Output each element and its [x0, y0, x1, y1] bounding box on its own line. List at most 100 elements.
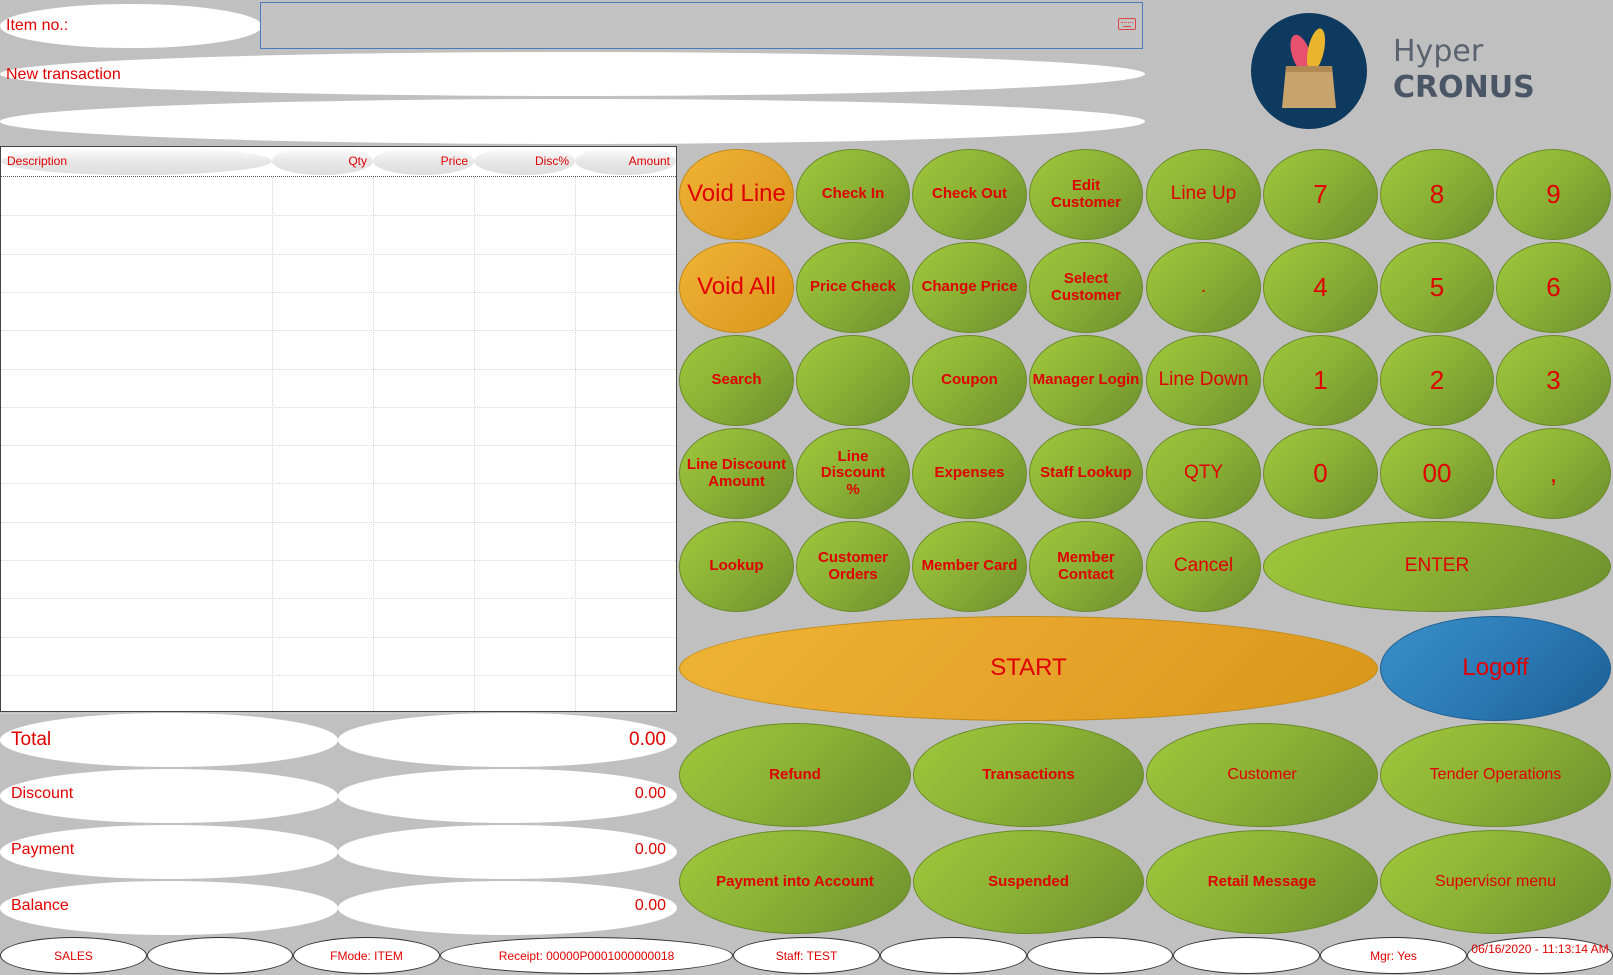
numpad-7-button[interactable]: 7 — [1263, 149, 1378, 240]
grid-row-line — [1, 445, 676, 447]
coupon-button[interactable]: Coupon — [912, 335, 1027, 426]
grid-row-line — [1, 215, 676, 217]
staff-lookup-button[interactable]: Staff Lookup — [1029, 428, 1143, 519]
customer-button[interactable]: Customer — [1146, 723, 1378, 827]
keyboard-icon[interactable] — [1118, 18, 1136, 30]
logo: Hyper CRONUS — [1250, 12, 1540, 132]
numpad-1-button[interactable]: 1 — [1263, 335, 1378, 426]
member-card-button[interactable]: Member Card — [912, 521, 1027, 612]
status-field-2 — [147, 937, 293, 974]
logoff-button[interactable]: Logoff — [1380, 616, 1611, 721]
grid-column-line — [474, 177, 475, 711]
transaction-grid[interactable]: Description Qty Price Disc% Amount — [0, 146, 677, 715]
numpad-comma-button[interactable]: , — [1496, 428, 1611, 519]
column-header-price[interactable]: Price — [373, 147, 474, 175]
balance-value-pill: 0.00 — [338, 881, 677, 935]
select-customer-button[interactable]: Select Customer — [1029, 242, 1143, 333]
check-in-button[interactable]: Check In — [796, 149, 910, 240]
status-receipt: Receipt: 00000P0001000000018 — [440, 937, 733, 974]
status-staff: Staff: TEST — [733, 937, 880, 974]
total-label: Total — [11, 729, 52, 750]
status-field-6 — [880, 937, 1027, 974]
discount-label-pill: Discount — [0, 769, 338, 823]
status-mode: SALES — [0, 937, 147, 974]
grid-row-line — [1, 406, 676, 408]
numpad-2-button[interactable]: 2 — [1380, 335, 1494, 426]
numpad-00-button[interactable]: 00 — [1380, 428, 1494, 519]
balance-label-pill: Balance — [0, 881, 338, 935]
logo-text-hyper: Hyper — [1393, 34, 1484, 69]
balance-value: 0.00 — [634, 897, 666, 914]
balance-label: Balance — [11, 897, 69, 914]
payment-label: Payment — [11, 841, 75, 858]
void-all-button[interactable]: Void All — [679, 242, 794, 333]
grid-row-line — [1, 521, 676, 523]
status-datetime: 06/16/2020 - 11:13:14 AM — [1467, 937, 1613, 974]
check-out-button[interactable]: Check Out — [912, 149, 1027, 240]
grid-row-line — [1, 330, 676, 332]
total-value: 0.00 — [629, 729, 666, 750]
item-no-label-pill: Item no.: — [0, 4, 262, 48]
supervisor-menu-button[interactable]: Supervisor menu — [1380, 830, 1611, 934]
line-down-button[interactable]: Line Down — [1146, 335, 1261, 426]
column-header-disc-pct[interactable]: Disc% — [474, 147, 575, 175]
transactions-button[interactable]: Transactions — [913, 723, 1144, 827]
grid-row-line — [1, 636, 676, 638]
expenses-button[interactable]: Expenses — [912, 428, 1027, 519]
header-separator — [1, 176, 676, 177]
edit-customer-button[interactable]: Edit Customer — [1029, 149, 1143, 240]
enter-button[interactable]: ENTER — [1263, 521, 1611, 612]
price-check-button[interactable]: Price Check — [796, 242, 910, 333]
column-header-qty[interactable]: Qty — [272, 147, 373, 175]
payment-label-pill: Payment — [0, 825, 338, 879]
line-discount-pct-button[interactable]: Line Discount % — [796, 428, 910, 519]
retail-message-button[interactable]: Retail Message — [1146, 830, 1378, 934]
numpad-8-button[interactable]: 8 — [1380, 149, 1494, 240]
total-label-pill: Total — [0, 713, 338, 767]
grid-row-line — [1, 560, 676, 561]
tender-operations-button[interactable]: Tender Operations — [1380, 723, 1611, 827]
info-line-1: New transaction — [0, 52, 1145, 96]
column-header-description[interactable]: Description — [1, 147, 272, 175]
payment-value: 0.00 — [634, 841, 666, 858]
start-button[interactable]: START — [679, 616, 1378, 721]
numpad-4-button[interactable]: 4 — [1263, 242, 1378, 333]
numpad-9-button[interactable]: 9 — [1496, 149, 1611, 240]
line-up-button[interactable]: Line Up — [1146, 149, 1261, 240]
column-header-amount[interactable]: Amount — [575, 147, 676, 175]
numpad-5-button[interactable]: 5 — [1380, 242, 1494, 333]
manager-login-button[interactable]: Manager Login — [1029, 335, 1143, 426]
line-discount-amount-button[interactable]: Line Discount Amount — [679, 428, 794, 519]
logo-icon — [1251, 13, 1367, 129]
grid-row-line — [1, 483, 676, 485]
total-value-pill: 0.00 — [338, 713, 677, 767]
grid-column-line — [373, 177, 374, 711]
grid-column-line — [575, 177, 576, 711]
search-button[interactable]: Search — [679, 335, 794, 426]
lookup-button[interactable]: Lookup — [679, 521, 794, 612]
blank-button[interactable] — [796, 335, 910, 426]
status-field-8 — [1173, 937, 1320, 974]
change-price-button[interactable]: Change Price — [912, 242, 1027, 333]
void-line-button[interactable]: Void Line — [679, 149, 794, 240]
grid-row-line — [1, 253, 676, 255]
payment-into-account-button[interactable]: Payment into Account — [679, 830, 911, 934]
dot-button[interactable]: . — [1146, 242, 1261, 333]
refund-button[interactable]: Refund — [679, 723, 911, 827]
item-no-input[interactable] — [260, 2, 1143, 49]
item-no-label: Item no.: — [6, 17, 69, 34]
discount-value: 0.00 — [634, 785, 666, 802]
grid-row-line — [1, 713, 676, 715]
grid-row-line — [1, 598, 676, 600]
qty-button[interactable]: QTY — [1146, 428, 1261, 519]
numpad-3-button[interactable]: 3 — [1496, 335, 1611, 426]
customer-orders-button[interactable]: Customer Orders — [796, 521, 910, 612]
cancel-button[interactable]: Cancel — [1146, 521, 1261, 612]
grid-row-line — [1, 368, 676, 370]
member-contact-button[interactable]: Member Contact — [1029, 521, 1143, 612]
suspended-button[interactable]: Suspended — [913, 830, 1144, 934]
numpad-0-button[interactable]: 0 — [1263, 428, 1378, 519]
numpad-6-button[interactable]: 6 — [1496, 242, 1611, 333]
info-line-1-text: New transaction — [6, 66, 121, 83]
grid-row-line — [1, 674, 676, 676]
